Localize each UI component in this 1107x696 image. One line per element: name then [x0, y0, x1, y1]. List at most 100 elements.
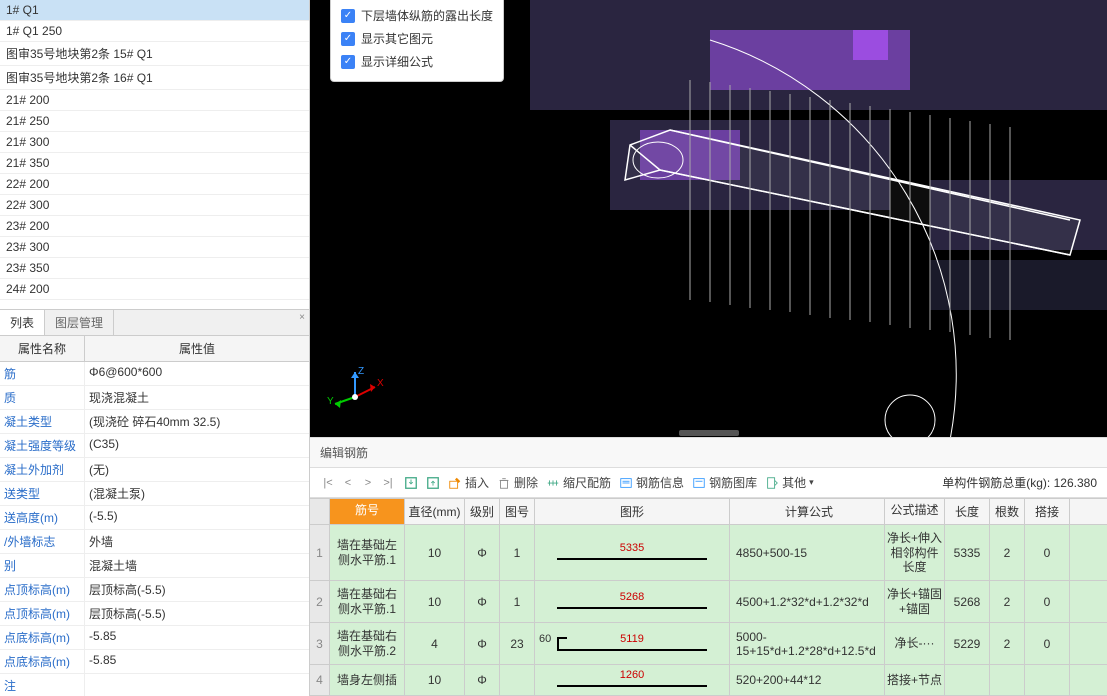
- cell-name[interactable]: 墙在基础右侧水平筋.1: [330, 581, 405, 622]
- hdr-cnt[interactable]: 根数: [990, 499, 1025, 524]
- nav-first[interactable]: |<: [320, 477, 336, 489]
- cell-level[interactable]: Φ: [465, 665, 500, 695]
- prop-value[interactable]: Φ6@600*600: [85, 362, 309, 385]
- cell-count[interactable]: 2: [990, 525, 1025, 580]
- list-item[interactable]: 图审35号地块第2条 15# Q1: [0, 42, 309, 66]
- nav-prev[interactable]: <: [340, 477, 356, 489]
- cell-image-no[interactable]: 1: [500, 581, 535, 622]
- cell-formula[interactable]: 520+200+44*12: [730, 665, 885, 695]
- list-item[interactable]: 1# Q1 250: [0, 21, 309, 42]
- library-button[interactable]: 钢筋图库: [692, 474, 757, 491]
- hdr-shape[interactable]: 图形: [535, 499, 730, 524]
- hdr-calc[interactable]: 计算公式: [730, 499, 885, 524]
- cell-name[interactable]: 墙在基础左侧水平筋.1: [330, 525, 405, 580]
- nav-next[interactable]: >: [360, 477, 376, 489]
- list-item[interactable]: 1# Q1: [0, 0, 309, 21]
- export-button[interactable]: [426, 476, 440, 490]
- prop-value[interactable]: 层顶标高(-5.5): [85, 578, 309, 601]
- prop-value[interactable]: 外墙: [85, 530, 309, 553]
- cell-diameter[interactable]: 10: [405, 665, 465, 695]
- delete-button[interactable]: 删除: [497, 474, 538, 491]
- insert-button[interactable]: 插入: [448, 474, 489, 491]
- cell-image-no[interactable]: 23: [500, 623, 535, 664]
- cell-formula[interactable]: 4500+1.2*32*d+1.2*32*d: [730, 581, 885, 622]
- cell-lap[interactable]: 0: [1025, 581, 1070, 622]
- prop-value[interactable]: -5.85: [85, 650, 309, 673]
- cell-description[interactable]: 搭接+节点: [885, 665, 945, 695]
- cell-diameter[interactable]: 10: [405, 581, 465, 622]
- cell-image-no[interactable]: 1: [500, 525, 535, 580]
- cell-lap[interactable]: [1025, 665, 1070, 695]
- prop-row[interactable]: 质现浇混凝土: [0, 386, 309, 410]
- list-item[interactable]: 21# 350: [0, 153, 309, 174]
- cell-image-no[interactable]: [500, 665, 535, 695]
- rebar-row[interactable]: 4墙身左侧插10Φ1260520+200+44*12搭接+节点: [310, 665, 1107, 696]
- prop-row[interactable]: 送类型(混凝土泵): [0, 482, 309, 506]
- hdr-dia[interactable]: 直径(mm): [405, 499, 465, 524]
- prop-row[interactable]: 别混凝土墙: [0, 554, 309, 578]
- cell-description[interactable]: 净长+锚固+锚固: [885, 581, 945, 622]
- list-item[interactable]: 21# 300: [0, 132, 309, 153]
- prop-row[interactable]: 点底标高(m)-5.85: [0, 650, 309, 674]
- prop-value[interactable]: (无): [85, 458, 309, 481]
- axis-gizmo[interactable]: X Y Z: [325, 362, 385, 422]
- cell-length[interactable]: 5268: [945, 581, 990, 622]
- other-button[interactable]: 其他 ▾: [765, 474, 814, 491]
- prop-value[interactable]: (C35): [85, 434, 309, 457]
- cell-length[interactable]: 5229: [945, 623, 990, 664]
- list-item[interactable]: 23# 200: [0, 216, 309, 237]
- cell-level[interactable]: Φ: [465, 623, 500, 664]
- rebar-row[interactable]: 3墙在基础右侧水平筋.24Φ235119605000-15+15*d+1.2*2…: [310, 623, 1107, 665]
- hdr-name[interactable]: 筋号: [330, 499, 405, 524]
- prop-row[interactable]: 筋Φ6@600*600: [0, 362, 309, 386]
- prop-value[interactable]: (-5.5): [85, 506, 309, 529]
- prop-row[interactable]: 送高度(m)(-5.5): [0, 506, 309, 530]
- cell-count[interactable]: 2: [990, 581, 1025, 622]
- view-slider[interactable]: [679, 430, 739, 436]
- list-item[interactable]: 22# 200: [0, 174, 309, 195]
- prop-row[interactable]: 凝土外加剂(无): [0, 458, 309, 482]
- prop-value[interactable]: (现浇砼 碎石40mm 32.5): [85, 410, 309, 433]
- hdr-lvl[interactable]: 级别: [465, 499, 500, 524]
- cell-description[interactable]: 净长+伸入相邻构件长度: [885, 525, 945, 580]
- rebar-row[interactable]: 2 墙在基础右侧水平筋.110Φ1 5268 4500+1.2*32*d+1.2*32…: [310, 581, 1107, 623]
- list-item[interactable]: 23# 300: [0, 237, 309, 258]
- import-button[interactable]: [404, 476, 418, 490]
- cell-formula[interactable]: 4850+500-15: [730, 525, 885, 580]
- cell-diameter[interactable]: 10: [405, 525, 465, 580]
- cell-shape[interactable]: 5335: [535, 525, 730, 580]
- cell-level[interactable]: Φ: [465, 525, 500, 580]
- cell-lap[interactable]: 0: [1025, 525, 1070, 580]
- list-item[interactable]: 24# 200: [0, 279, 309, 300]
- prop-value[interactable]: [85, 674, 309, 696]
- cell-description[interactable]: 净长-···: [885, 623, 945, 664]
- viewport-3d[interactable]: 下层墙体纵筋的露出长度显示其它图元显示详细公式: [310, 0, 1107, 437]
- cell-count[interactable]: 2: [990, 623, 1025, 664]
- list-item[interactable]: 22# 300: [0, 195, 309, 216]
- cell-shape[interactable]: 511960: [535, 623, 730, 664]
- prop-row[interactable]: 凝土强度等级(C35): [0, 434, 309, 458]
- cell-name[interactable]: 墙身左侧插: [330, 665, 405, 695]
- cell-diameter[interactable]: 4: [405, 623, 465, 664]
- cell-length[interactable]: 5335: [945, 525, 990, 580]
- cell-level[interactable]: Φ: [465, 581, 500, 622]
- cell-shape[interactable]: 1260: [535, 665, 730, 695]
- prop-value[interactable]: 层顶标高(-5.5): [85, 602, 309, 625]
- info-button[interactable]: 钢筋信息: [619, 474, 684, 491]
- hdr-img[interactable]: 图号: [500, 499, 535, 524]
- cell-name[interactable]: 墙在基础右侧水平筋.2: [330, 623, 405, 664]
- list-item[interactable]: 23# 350: [0, 258, 309, 279]
- nav-last[interactable]: >|: [380, 477, 396, 489]
- list-item[interactable]: 21# 200: [0, 90, 309, 111]
- list-item[interactable]: 21# 250: [0, 111, 309, 132]
- cell-formula[interactable]: 5000-15+15*d+1.2*28*d+12.5*d: [730, 623, 885, 664]
- hdr-len[interactable]: 长度: [945, 499, 990, 524]
- prop-row[interactable]: 凝土类型(现浇砼 碎石40mm 32.5): [0, 410, 309, 434]
- tab-close-icon[interactable]: ×: [299, 312, 305, 323]
- cell-lap[interactable]: 0: [1025, 623, 1070, 664]
- prop-row[interactable]: 点底标高(m)-5.85: [0, 626, 309, 650]
- prop-row[interactable]: /外墙标志外墙: [0, 530, 309, 554]
- cell-length[interactable]: [945, 665, 990, 695]
- cell-count[interactable]: [990, 665, 1025, 695]
- prop-value[interactable]: -5.85: [85, 626, 309, 649]
